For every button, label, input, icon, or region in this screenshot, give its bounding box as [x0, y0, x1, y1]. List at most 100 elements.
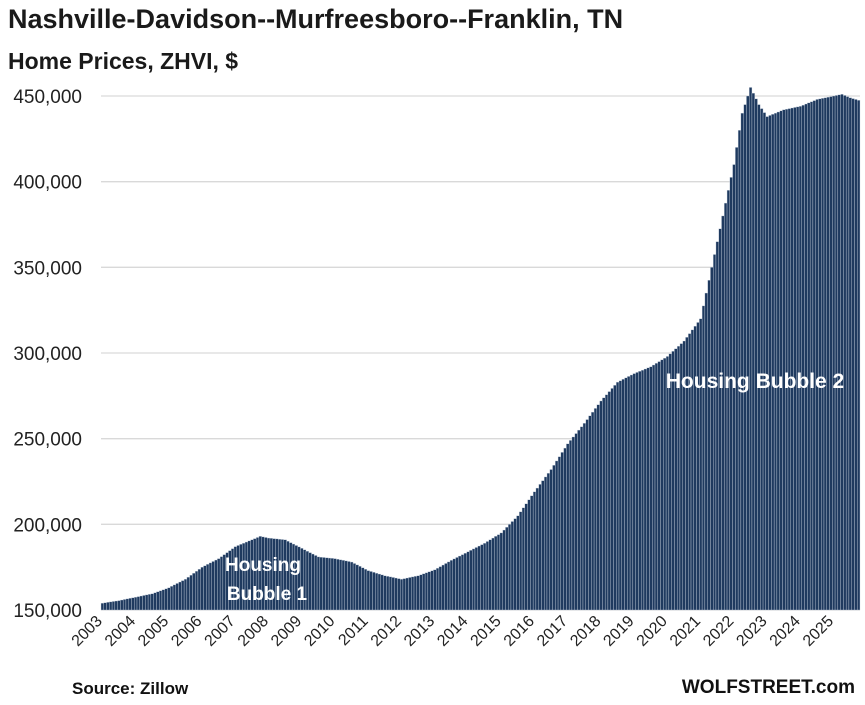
bar — [530, 495, 534, 611]
bar — [798, 106, 803, 611]
bar — [167, 587, 171, 611]
bar — [444, 563, 448, 611]
x-tick-label: 2020 — [634, 613, 671, 650]
bar — [145, 594, 149, 611]
bar — [203, 565, 207, 611]
bar — [436, 567, 440, 611]
x-axis: 2003200420052006200720082009201020112012… — [69, 613, 838, 650]
bar — [580, 426, 584, 611]
bar — [103, 602, 107, 611]
bar — [416, 575, 420, 611]
bar — [793, 107, 797, 611]
bar — [513, 518, 517, 611]
y-tick-label: 400,000 — [13, 173, 82, 194]
bar — [707, 280, 711, 611]
bar — [480, 544, 484, 611]
bar — [746, 95, 750, 611]
bar — [729, 177, 733, 611]
bar — [840, 94, 844, 611]
x-tick-label: 2004 — [102, 613, 139, 650]
bar — [652, 364, 656, 611]
x-tick-label: 2019 — [600, 613, 637, 650]
bar — [134, 596, 138, 611]
bar — [660, 359, 664, 611]
bar — [413, 576, 417, 611]
bar — [557, 456, 562, 611]
bar — [649, 366, 653, 611]
bar — [704, 292, 708, 611]
bar — [147, 594, 152, 611]
bar — [857, 100, 861, 611]
bar — [549, 469, 553, 611]
bar — [372, 572, 376, 611]
bar — [837, 94, 841, 611]
bar — [832, 95, 836, 611]
bar — [521, 507, 525, 611]
bar — [117, 600, 121, 611]
y-axis: 150,000 200,000 250,000 300,000 350,000 400,0… — [13, 87, 82, 622]
bar — [815, 99, 819, 611]
bar — [696, 322, 700, 611]
bar — [452, 558, 456, 611]
bar — [568, 440, 573, 611]
bar — [532, 491, 537, 611]
bar — [765, 116, 769, 611]
y-tick-label: 450,000 — [13, 87, 82, 108]
bar — [142, 595, 146, 611]
bar — [341, 560, 345, 611]
x-tick-label: 2016 — [501, 613, 538, 650]
bar — [161, 589, 165, 611]
bar — [782, 109, 786, 611]
bar — [724, 202, 728, 611]
bar — [508, 524, 512, 611]
x-tick-label: 2008 — [235, 613, 272, 650]
x-tick-label: 2014 — [434, 613, 471, 650]
bar — [563, 447, 567, 611]
bar — [189, 574, 193, 611]
bar — [718, 228, 722, 611]
bar — [195, 570, 199, 611]
x-tick-label: 2021 — [667, 613, 704, 650]
bar — [170, 586, 174, 611]
source-label: Source: Zillow — [72, 679, 189, 698]
bar — [535, 487, 539, 611]
bar — [613, 385, 617, 611]
bar — [164, 588, 168, 611]
bar — [773, 112, 778, 611]
bar — [427, 571, 431, 611]
bar — [488, 539, 492, 611]
bar — [380, 574, 384, 611]
bar — [358, 566, 362, 611]
bar — [369, 571, 373, 611]
bar — [178, 581, 182, 611]
bar — [771, 114, 775, 611]
bar — [638, 371, 642, 611]
bar — [433, 569, 437, 611]
bar — [109, 601, 113, 611]
bar — [726, 190, 730, 611]
bar — [397, 578, 401, 611]
bar — [585, 419, 589, 611]
bar — [582, 423, 586, 611]
bar-series — [100, 87, 861, 611]
bar — [499, 532, 503, 611]
bar — [505, 527, 509, 611]
x-tick-label: 2017 — [534, 613, 571, 650]
bar — [206, 564, 210, 611]
bar — [422, 573, 426, 611]
bar — [618, 380, 622, 611]
bar — [621, 379, 625, 611]
bar — [632, 373, 636, 611]
y-tick-label: 300,000 — [13, 344, 82, 365]
bar — [624, 377, 628, 611]
bar — [472, 548, 476, 611]
bar — [768, 115, 772, 611]
annotation-housing-bubble-1-line1: Housing — [225, 555, 301, 576]
bar — [544, 476, 548, 611]
bar — [308, 552, 312, 611]
bar — [460, 554, 465, 611]
y-tick-label: 250,000 — [13, 430, 82, 451]
bar — [386, 576, 390, 611]
bar — [757, 104, 761, 611]
bar — [336, 558, 340, 611]
